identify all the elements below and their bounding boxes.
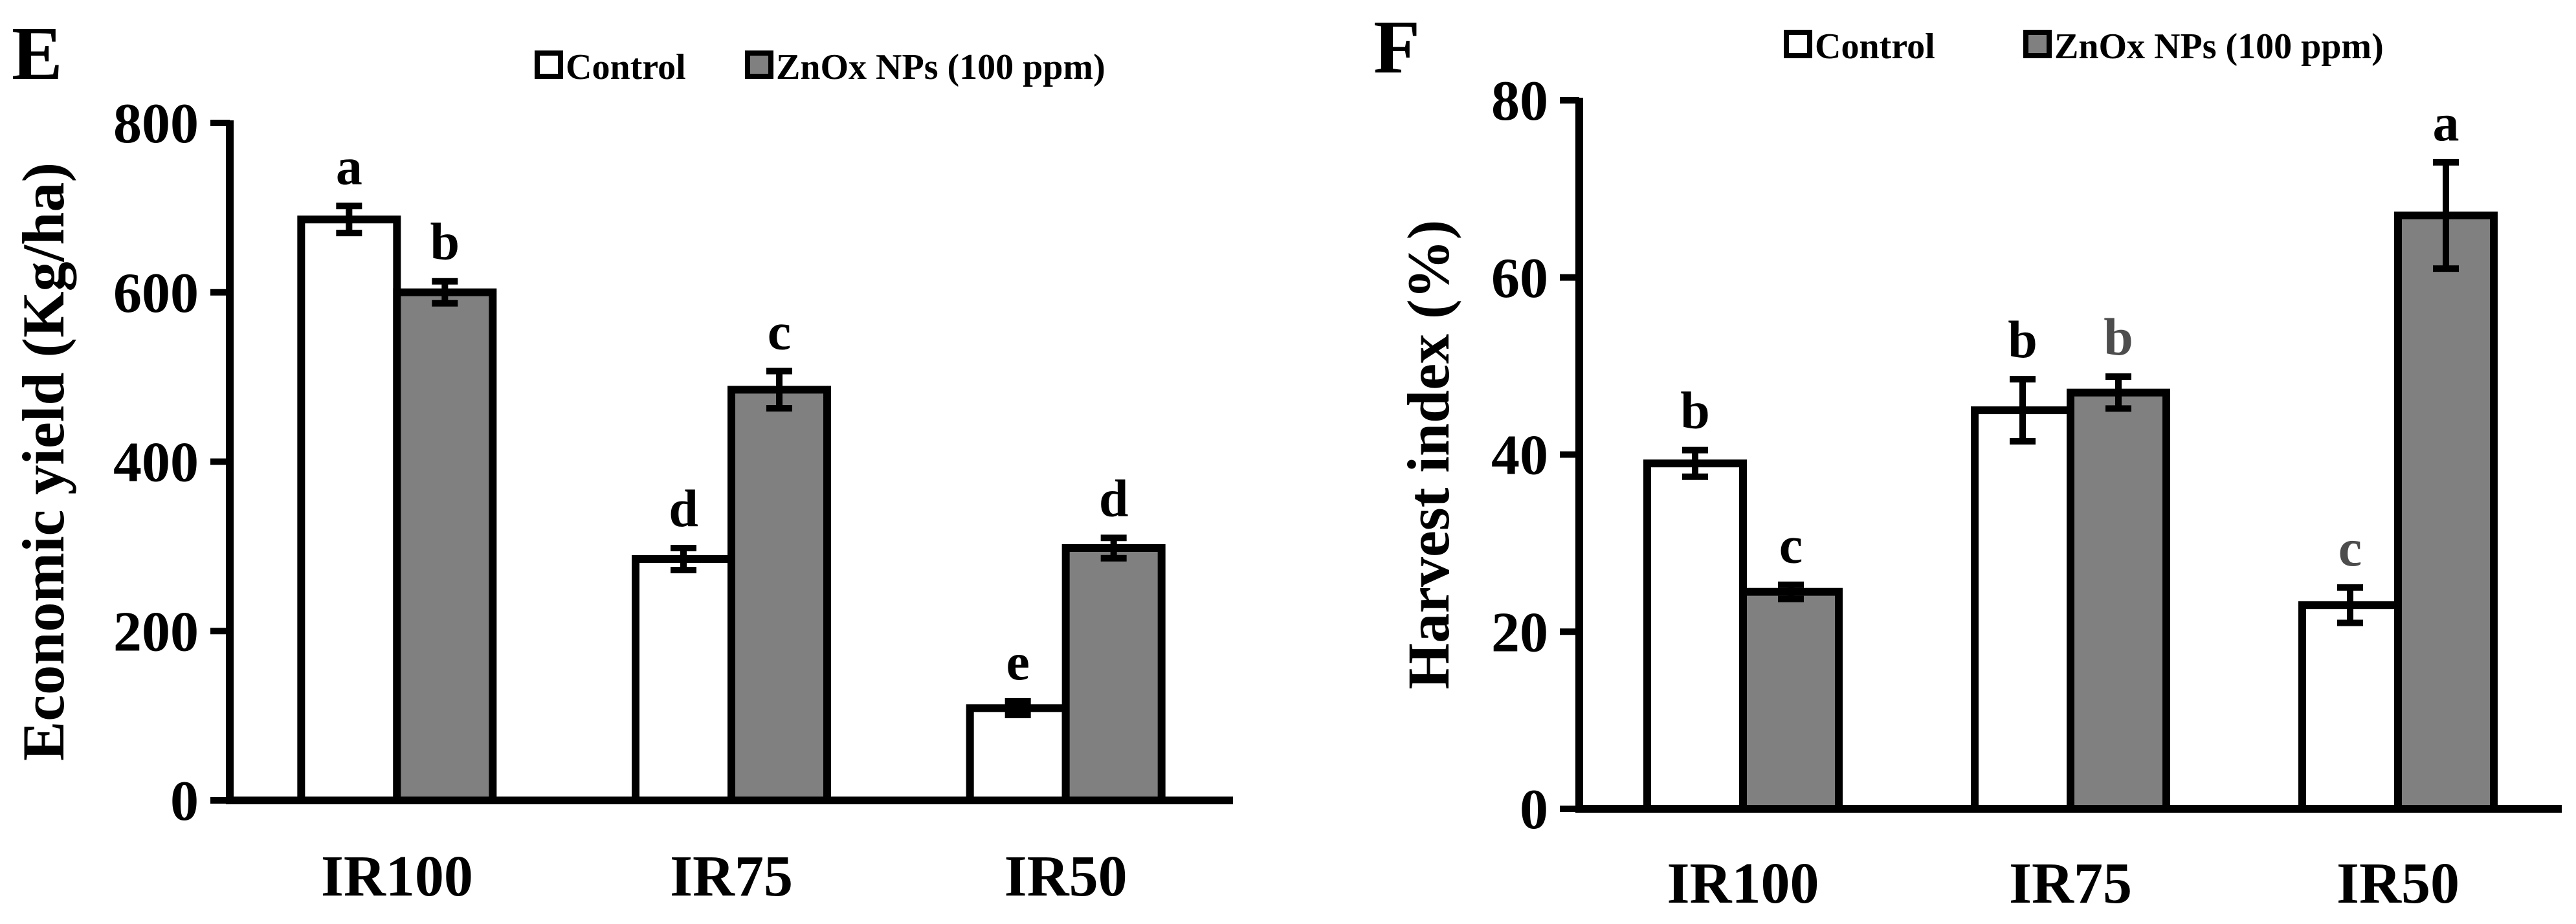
legend-label: ZnOx NPs (100 ppm): [776, 47, 1105, 87]
x-category-label: IR100: [321, 844, 473, 908]
bar: [1739, 588, 1843, 813]
y-tick-label: 600: [113, 262, 199, 325]
significance-label: b: [2008, 310, 2037, 369]
y-tick-label: 0: [170, 770, 199, 833]
x-category-label: IR75: [2009, 852, 2132, 916]
bar: [2298, 601, 2402, 813]
significance-label: d: [1099, 468, 1129, 527]
legend-swatch: [1784, 30, 1812, 58]
bar: [1643, 459, 1747, 813]
significance-label: b: [430, 212, 460, 271]
y-axis-title: Harvest index (%): [1395, 220, 1461, 690]
panel-f: F Control ZnOx NPs (100 ppm) 0 20 40 60 80 Harve…: [1373, 5, 2562, 916]
x-category-label: IR75: [670, 844, 793, 908]
significance-label: a: [336, 137, 362, 195]
bar: [966, 704, 1070, 804]
x-category-label: IR50: [1005, 844, 1127, 908]
significance-label: b: [1680, 381, 1710, 440]
y-tick-label: 60: [1491, 247, 1548, 310]
y-tick-label: 800: [113, 93, 199, 155]
bar: [393, 288, 497, 804]
significance-label: d: [669, 479, 698, 538]
panel-letter: F: [1373, 5, 1420, 89]
significance-label: c: [2338, 518, 2362, 577]
legend: Control ZnOx NPs (100 ppm): [535, 47, 1105, 87]
x-category-label: IR100: [1667, 852, 1819, 916]
bar: [2067, 388, 2170, 813]
legend-label: Control: [1815, 27, 1935, 67]
significance-label: a: [2433, 93, 2459, 152]
y-tick-label: 200: [113, 600, 199, 663]
x-category-label: IR50: [2337, 852, 2459, 916]
y-tick-label: 400: [113, 432, 199, 494]
y-tick-label: 40: [1491, 424, 1548, 487]
significance-label: e: [1006, 632, 1029, 691]
y-tick-label: 80: [1491, 70, 1548, 133]
y-tick-label: 20: [1491, 601, 1548, 664]
legend-swatch: [2023, 30, 2052, 58]
legend-label: Control: [566, 47, 686, 87]
significance-label: c: [1779, 516, 1803, 575]
legend-swatch: [745, 50, 773, 79]
bar: [1971, 406, 2074, 813]
bar: [1061, 544, 1166, 804]
y-axis-title: Economic yield (Kg/ha): [10, 162, 76, 761]
legend-swatch: [535, 50, 563, 79]
panel-e: E Control ZnOx NPs (100 ppm) 0 200 400 600 800 E…: [10, 11, 1233, 908]
y-tick-label: 0: [1520, 778, 1548, 841]
bar: [297, 215, 401, 804]
significance-label: b: [2104, 307, 2133, 366]
bar: [2394, 211, 2498, 813]
legend: Control ZnOx NPs (100 ppm): [1784, 27, 2384, 67]
bar: [727, 386, 831, 804]
significance-label: c: [768, 302, 791, 360]
legend-label: ZnOx NPs (100 ppm): [2054, 27, 2384, 67]
bar: [632, 555, 735, 804]
panel-letter: E: [12, 11, 63, 96]
